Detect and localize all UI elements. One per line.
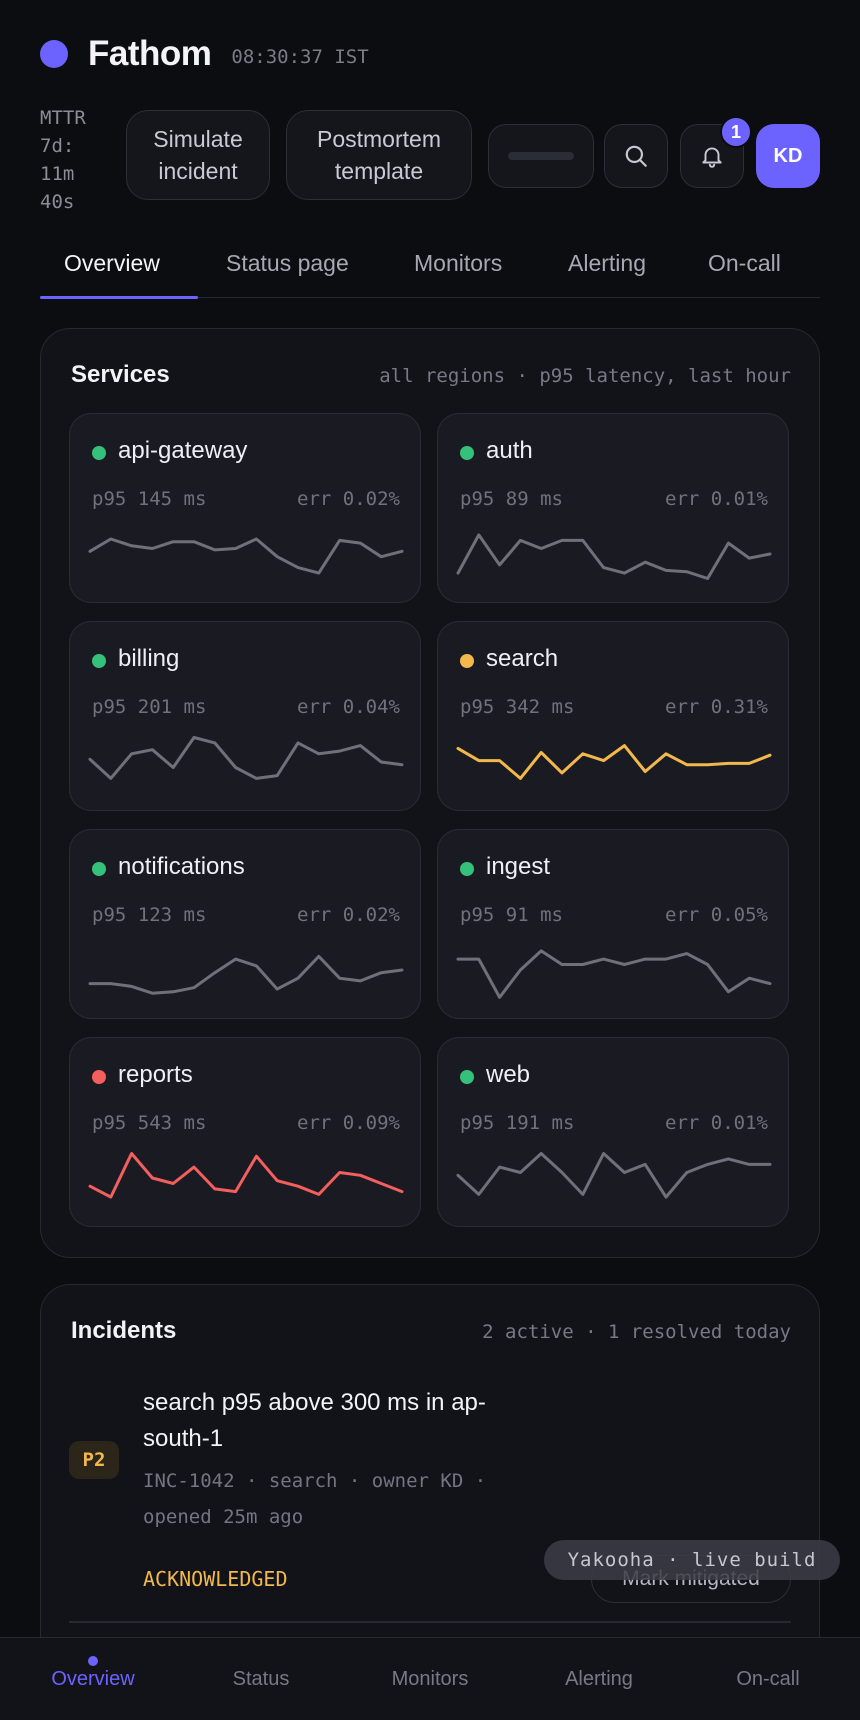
service-name: notifications <box>118 853 245 880</box>
active-tab-indicator <box>40 296 198 299</box>
service-name: reports <box>118 1061 193 1088</box>
clock-readout: 08:30:37 IST <box>231 46 369 68</box>
service-name: billing <box>118 645 180 672</box>
service-card-web[interactable]: web p95 191 ms err 0.01% <box>437 1037 789 1227</box>
sparkline-path <box>456 744 772 780</box>
latency-sparkline <box>88 954 404 995</box>
active-nav-dot <box>88 1656 98 1666</box>
tab-status-page[interactable]: Status page <box>226 250 349 276</box>
notifications-button[interactable] <box>680 124 744 188</box>
search-icon <box>625 145 647 167</box>
status-dot <box>92 862 106 876</box>
nav-status[interactable]: Status <box>232 1668 290 1690</box>
status-dot <box>92 1070 106 1084</box>
service-error-rate: err 0.02% <box>297 904 400 926</box>
bottom-nav: Overview Status Monitors Alerting On-cal… <box>0 1637 860 1720</box>
service-card-reports[interactable]: reports p95 543 ms err 0.09% <box>69 1037 421 1227</box>
service-p95: p95 342 ms <box>460 696 575 718</box>
latency-sparkline <box>456 949 772 999</box>
search-button[interactable] <box>604 124 668 188</box>
postmortem-template-button[interactable]: Postmortem template <box>286 110 472 200</box>
incident-title[interactable]: search p95 above 300 ms in ap-south-1 <box>143 1389 486 1452</box>
sparkline-path <box>88 1152 404 1199</box>
incident-divider <box>69 1621 791 1623</box>
service-name: ingest <box>486 853 551 880</box>
mttr-readout: MTTR 7d: 11m 40s <box>40 107 86 213</box>
top-tabs: Overview Status page Monitors Alerting O… <box>40 236 820 299</box>
tab-alerting[interactable]: Alerting <box>568 250 646 276</box>
service-card-notifications[interactable]: notifications p95 123 ms err 0.02% <box>69 829 421 1019</box>
sparkline-path <box>88 954 404 995</box>
nav-on-call[interactable]: On-call <box>736 1668 800 1690</box>
service-p95: p95 201 ms <box>92 696 207 718</box>
service-name: api-gateway <box>118 437 248 464</box>
sparkline-path <box>456 533 772 580</box>
status-dot <box>460 654 474 668</box>
latency-sparkline <box>456 744 772 780</box>
service-card-billing[interactable]: billing p95 201 ms err 0.04% <box>69 621 421 811</box>
latency-sparkline <box>456 1152 772 1199</box>
app-name: Fathom <box>88 34 212 73</box>
service-error-rate: err 0.05% <box>665 904 768 926</box>
incident-status: ACKNOWLEDGED <box>143 1567 288 1591</box>
service-card-search[interactable]: search p95 342 ms err 0.31% <box>437 621 789 811</box>
sparkline-path <box>456 1152 772 1199</box>
status-dot <box>92 654 106 668</box>
service-p95: p95 543 ms <box>92 1112 207 1134</box>
incidents-subtitle: 2 active · 1 resolved today <box>482 1321 791 1343</box>
services-panel: Services all regions · p95 latency, last… <box>40 328 820 1258</box>
sparkline-path <box>88 736 404 780</box>
service-error-rate: err 0.31% <box>665 696 768 718</box>
service-p95: p95 191 ms <box>460 1112 575 1134</box>
service-name: search <box>486 645 559 672</box>
status-dot <box>460 862 474 876</box>
placeholder-bar <box>508 152 574 160</box>
severity-badge: P2 <box>69 1441 119 1479</box>
placeholder-button[interactable] <box>488 124 594 188</box>
status-dot <box>460 1070 474 1084</box>
bell-icon <box>702 147 722 168</box>
service-error-rate: err 0.09% <box>297 1112 400 1134</box>
service-name: web <box>486 1061 531 1088</box>
incidents-title: Incidents <box>71 1317 177 1344</box>
services-title: Services <box>71 361 170 388</box>
status-dot <box>460 446 474 460</box>
tab-overview[interactable]: Overview <box>64 250 160 276</box>
service-p95: p95 123 ms <box>92 904 207 926</box>
brand-logo-dot <box>40 40 68 68</box>
service-error-rate: err 0.02% <box>297 488 400 510</box>
services-subtitle: all regions · p95 latency, last hour <box>379 365 791 387</box>
service-error-rate: err 0.04% <box>297 696 400 718</box>
latency-sparkline <box>88 1152 404 1199</box>
service-p95: p95 89 ms <box>460 488 563 510</box>
latency-sparkline <box>456 533 772 580</box>
service-card-auth[interactable]: auth p95 89 ms err 0.01% <box>437 413 789 603</box>
header-controls: MTTR 7d: 11m 40s Simulate incident Postm… <box>40 104 820 213</box>
sparkline-path <box>88 537 404 575</box>
incident-meta: INC-1042 · search · owner KD · opened 25… <box>143 1470 487 1528</box>
app-header: Fathom 08:30:37 IST <box>40 28 820 80</box>
nav-overview[interactable]: Overview <box>51 1668 135 1690</box>
status-dot <box>92 446 106 460</box>
user-avatar[interactable]: KD <box>756 124 820 188</box>
service-error-rate: err 0.01% <box>665 1112 768 1134</box>
latency-sparkline <box>88 736 404 780</box>
tab-on-call[interactable]: On-call <box>708 250 781 276</box>
latency-sparkline <box>88 537 404 575</box>
service-error-rate: err 0.01% <box>665 488 768 510</box>
nav-monitors[interactable]: Monitors <box>391 1668 469 1690</box>
notification-count-badge: 1 <box>720 116 752 148</box>
live-build-badge: Yakooha · live build <box>544 1540 840 1580</box>
service-name: auth <box>486 437 533 464</box>
sparkline-path <box>456 949 772 999</box>
service-p95: p95 145 ms <box>92 488 207 510</box>
nav-alerting[interactable]: Alerting <box>565 1668 633 1690</box>
simulate-incident-button[interactable]: Simulate incident <box>126 110 270 200</box>
service-card-ingest[interactable]: ingest p95 91 ms err 0.05% <box>437 829 789 1019</box>
tab-monitors[interactable]: Monitors <box>414 250 503 276</box>
service-p95: p95 91 ms <box>460 904 563 926</box>
service-card-api-gateway[interactable]: api-gateway p95 145 ms err 0.02% <box>69 413 421 603</box>
